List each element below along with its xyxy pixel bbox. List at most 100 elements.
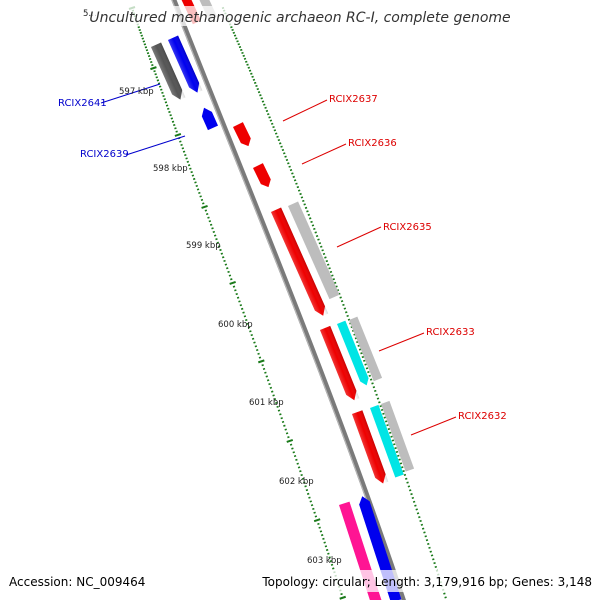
minor-tick [295,182,298,185]
minor-tick [307,213,311,216]
gene-feature[interactable] [349,316,383,382]
minor-tick [246,322,249,325]
minor-tick [411,496,415,500]
minor-tick [168,110,171,114]
minor-tick [303,203,306,206]
minor-tick [369,378,373,381]
minor-tick [281,148,285,152]
minor-tick [205,213,209,216]
minor-tick [247,326,251,329]
minor-tick [139,31,142,34]
gene-feature[interactable] [381,400,415,472]
minor-tick [238,46,242,49]
title-background [92,6,508,26]
gene-label-rcix2637[interactable]: RCIX2637 [329,94,378,105]
minor-tick [199,195,202,198]
minor-tick [296,186,300,189]
minor-tick [223,259,226,262]
minor-tick [255,349,259,352]
minor-tick [259,94,262,97]
minor-tick [196,188,200,191]
minor-tick [236,296,240,299]
minor-tick [208,220,212,223]
minor-tick [261,364,264,367]
minor-tick [252,78,256,81]
minor-tick [281,420,285,424]
minor-tick [391,439,395,442]
minor-tick [368,374,371,377]
minor-tick [382,412,385,415]
minor-tick [418,516,421,519]
minor-tick [332,278,335,281]
gene-feature[interactable] [370,404,404,478]
minor-tick [248,69,252,72]
minor-tick [313,511,316,514]
minor-tick [195,184,198,188]
minor-tick [245,318,248,322]
minor-tick [340,593,343,596]
minor-tick [287,162,290,165]
minor-tick [340,300,344,303]
minor-tick [419,519,422,523]
gene-feature-rcix2637[interactable] [233,122,253,148]
genome-summary-text: Topology: circular; Length: 3,179,916 bp… [261,575,592,589]
minor-tick [161,91,164,94]
gene-label-rcix2641[interactable]: RCIX2641 [58,98,107,109]
minor-tick [378,401,381,404]
minor-tick [140,34,144,37]
minor-tick [317,238,320,241]
minor-tick [379,405,382,408]
gene-feature-rcix2636[interactable] [253,163,273,189]
minor-tick [246,63,249,66]
minor-tick [297,466,301,469]
minor-tick [189,167,192,170]
minor-tick [291,172,294,175]
minor-tick [425,539,429,542]
minor-tick [264,106,267,109]
minor-tick [285,158,289,162]
minor-tick [272,394,275,397]
minor-tick [185,157,188,160]
minor-tick [405,477,408,480]
minor-tick [314,231,317,234]
gene-label-rcix2632[interactable]: RCIX2632 [458,411,507,422]
minor-tick [444,596,447,599]
minor-tick [318,526,321,529]
major-tick [257,359,265,364]
gene-feature-rcix2639[interactable] [199,106,218,131]
minor-tick [247,66,251,69]
minor-tick [393,443,396,446]
minor-tick [250,333,253,337]
minor-tick [293,455,297,458]
minor-tick [167,107,170,110]
gene-label-rcix2639[interactable]: RCIX2639 [80,149,129,160]
minor-tick [320,245,323,248]
minor-tick [329,560,333,563]
minor-tick [228,274,232,277]
minor-tick [230,26,233,29]
minor-tick [429,550,433,553]
minor-tick [375,393,378,396]
minor-tick [265,375,268,378]
minor-tick [158,85,162,88]
minor-tick [153,70,156,73]
minor-tick [192,177,196,181]
minor-tick [277,409,281,412]
gene-label-rcix2635[interactable]: RCIX2635 [383,222,432,233]
minor-tick [283,152,286,155]
minor-tick [318,242,322,245]
gene-feature[interactable] [288,201,340,300]
minor-tick [278,142,282,145]
minor-tick [310,504,314,507]
minor-tick [376,397,380,400]
gene-feature[interactable] [337,320,371,387]
minor-tick [257,352,260,355]
minor-tick [179,140,182,143]
gene-label-rcix2633[interactable]: RCIX2633 [426,327,475,338]
minor-tick [358,348,362,351]
gene-label-rcix2636[interactable]: RCIX2636 [348,138,397,149]
minor-tick [324,256,327,259]
minor-tick [243,57,247,60]
minor-tick [327,552,330,555]
minor-tick [299,192,302,196]
